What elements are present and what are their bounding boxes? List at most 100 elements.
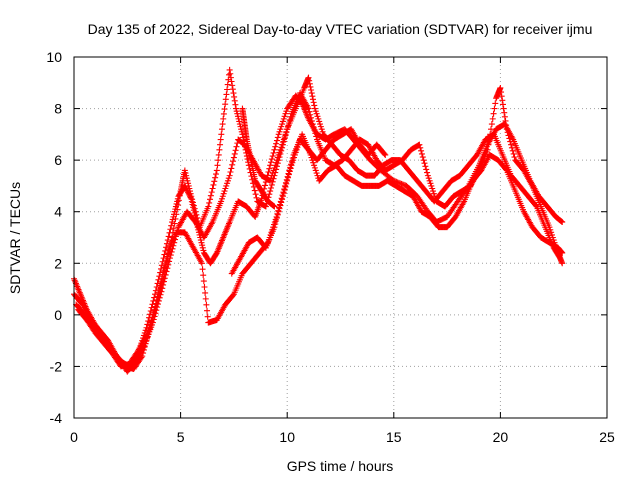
data-point-marker bbox=[216, 146, 223, 153]
data-point-marker bbox=[231, 97, 238, 104]
data-point-marker bbox=[559, 260, 566, 267]
data-point-marker bbox=[502, 117, 509, 124]
data-point-marker bbox=[152, 304, 159, 311]
data-point-marker bbox=[279, 193, 286, 200]
data-point-marker bbox=[291, 154, 298, 161]
data-point-marker bbox=[285, 174, 292, 181]
data-point-marker bbox=[272, 143, 279, 150]
data-point-marker bbox=[430, 190, 437, 197]
data-point-marker bbox=[532, 202, 539, 209]
chart-title: Day 135 of 2022, Sidereal Day-to-day VTE… bbox=[88, 21, 593, 37]
data-point-marker bbox=[224, 81, 231, 88]
data-point-marker bbox=[191, 205, 198, 212]
data-point-marker bbox=[317, 121, 324, 128]
data-point-marker bbox=[282, 132, 289, 139]
y-tick-label: -4 bbox=[50, 410, 63, 426]
data-point-marker bbox=[187, 190, 194, 197]
data-point-marker bbox=[154, 293, 161, 300]
data-point-marker bbox=[277, 150, 284, 157]
data-point-marker bbox=[508, 141, 515, 148]
data-point-marker bbox=[431, 193, 438, 200]
data-point-marker bbox=[271, 224, 278, 231]
data-point-marker bbox=[266, 165, 273, 172]
data-point-marker bbox=[280, 138, 287, 145]
data-point-marker bbox=[220, 110, 227, 117]
data-point-marker bbox=[308, 114, 315, 121]
data-point-marker bbox=[186, 188, 193, 195]
data-point-marker bbox=[215, 157, 222, 164]
data-point-marker bbox=[219, 193, 226, 200]
data-point-marker bbox=[139, 353, 146, 360]
data-point-marker bbox=[262, 203, 269, 210]
data-point-marker bbox=[280, 190, 287, 197]
data-point-marker bbox=[419, 154, 426, 161]
data-point-marker bbox=[275, 157, 282, 164]
data-point-marker bbox=[267, 177, 274, 184]
data-point-marker bbox=[312, 167, 319, 174]
data-point-marker bbox=[217, 141, 224, 148]
x-tick-label: 10 bbox=[279, 429, 295, 445]
data-point-marker bbox=[306, 80, 313, 87]
data-point-marker bbox=[425, 175, 432, 182]
data-point-marker bbox=[271, 146, 278, 153]
data-point-marker bbox=[214, 162, 221, 169]
y-tick-label: 4 bbox=[54, 204, 62, 220]
data-point-marker bbox=[490, 110, 497, 117]
data-point-marker bbox=[280, 115, 287, 122]
data-point-marker bbox=[199, 244, 206, 251]
data-point-marker bbox=[312, 108, 319, 115]
data-point-marker bbox=[501, 113, 508, 120]
data-point-marker bbox=[145, 331, 152, 338]
data-point-marker bbox=[168, 222, 175, 229]
data-point-marker bbox=[547, 226, 554, 233]
data-point-marker bbox=[229, 82, 236, 89]
data-point-marker bbox=[295, 141, 302, 148]
data-point-marker bbox=[234, 113, 241, 120]
data-point-marker bbox=[278, 199, 285, 206]
data-point-marker bbox=[309, 96, 316, 103]
data-point-marker bbox=[279, 121, 286, 128]
data-point-marker bbox=[273, 163, 280, 170]
data-point-marker bbox=[273, 214, 280, 221]
data-point-marker bbox=[172, 215, 179, 222]
data-point-marker bbox=[226, 66, 233, 73]
data-point-marker bbox=[219, 121, 226, 128]
data-point-marker bbox=[224, 177, 231, 184]
data-point-marker bbox=[429, 185, 436, 192]
data-point-marker bbox=[491, 105, 498, 112]
data-point-marker bbox=[155, 289, 162, 296]
y-axis-label: SDTVAR / TECUs bbox=[7, 182, 23, 294]
x-tick-label: 15 bbox=[386, 429, 402, 445]
data-point-marker bbox=[428, 182, 435, 189]
data-point-marker bbox=[306, 108, 313, 115]
data-point-marker bbox=[210, 181, 217, 188]
data-points bbox=[71, 66, 566, 375]
data-point-marker bbox=[275, 208, 282, 215]
data-point-marker bbox=[424, 172, 431, 179]
data-point-marker bbox=[217, 136, 224, 143]
y-tick-label: -2 bbox=[50, 358, 63, 374]
data-point-marker bbox=[278, 147, 285, 154]
x-tick-label: 20 bbox=[493, 429, 509, 445]
data-point-marker bbox=[224, 86, 231, 93]
data-point-marker bbox=[310, 99, 317, 106]
data-point-marker bbox=[165, 233, 172, 240]
data-point-marker bbox=[141, 343, 148, 350]
data-point-marker bbox=[230, 292, 237, 299]
y-tick-label: 6 bbox=[54, 152, 62, 168]
data-point-marker bbox=[273, 137, 280, 144]
plot-frame bbox=[73, 56, 608, 419]
data-point-marker bbox=[174, 206, 181, 213]
data-point-marker bbox=[310, 159, 317, 166]
data-point-marker bbox=[281, 135, 288, 142]
x-tick-label: 25 bbox=[599, 429, 615, 445]
data-point-marker bbox=[198, 239, 205, 246]
data-point-marker bbox=[311, 162, 318, 169]
data-point-marker bbox=[201, 284, 208, 291]
data-point-marker bbox=[232, 101, 239, 108]
data-point-marker bbox=[142, 340, 149, 347]
data-point-marker bbox=[275, 131, 282, 138]
data-point-marker bbox=[230, 90, 237, 97]
data-point-marker bbox=[279, 196, 286, 203]
